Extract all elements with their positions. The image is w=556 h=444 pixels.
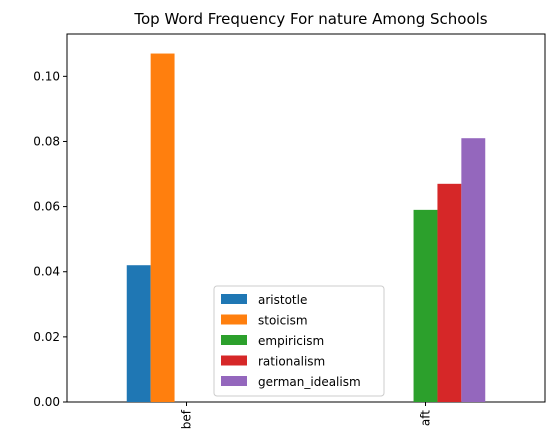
legend-box (213, 285, 385, 397)
bar-empiricism-aft (413, 209, 438, 402)
plot-frame (66, 33, 546, 403)
legend-label-stoicism: stoicism (258, 314, 308, 328)
bar-german_idealism-aft (461, 138, 486, 402)
y-axis: 0.00 0.02 0.04 0.06 0.08 0.10 (33, 69, 67, 409)
legend-swatch-stoicism (221, 314, 247, 325)
y-tick-label: 0.04 (33, 265, 60, 279)
bar-stoicism-bef (150, 53, 175, 402)
x-axis: bef aft (180, 402, 433, 429)
bar-aristotle-bef (126, 265, 151, 402)
x-tick-label-bef: bef (180, 409, 194, 429)
x-tick-label-aft: aft (419, 410, 433, 426)
y-tick-label: 0.08 (33, 134, 60, 148)
y-tick-label: 0.06 (33, 200, 60, 214)
bars-layer (126, 53, 486, 402)
y-tick-label: 0.10 (33, 69, 60, 83)
y-tick-label: 0.00 (33, 395, 60, 409)
y-tick-label: 0.02 (33, 330, 60, 344)
legend-label-rationalism: rationalism (258, 355, 325, 369)
legend: aristotle stoicism empiricism rationalism ge… (213, 285, 385, 397)
legend-swatch-rationalism (221, 355, 247, 366)
chart-title: Top Word Frequency For nature Among Scho… (133, 10, 487, 28)
legend-label-aristotle: aristotle (258, 293, 307, 307)
legend-swatch-german_idealism (221, 376, 247, 386)
legend-swatch-empiricism (221, 335, 247, 345)
legend-swatch-aristotle (221, 294, 247, 304)
bar-rationalism-aft (437, 183, 462, 402)
legend-label-german_idealism: german_idealism (258, 375, 361, 389)
legend-label-empiricism: empiricism (258, 334, 324, 348)
